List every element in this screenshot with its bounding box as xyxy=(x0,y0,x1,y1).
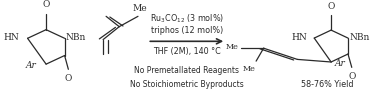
Text: Me: Me xyxy=(242,65,255,73)
Text: THF (2M), 140 °C: THF (2M), 140 °C xyxy=(153,47,221,56)
Text: Ru$_3$CO$_{12}$ (3 mol%): Ru$_3$CO$_{12}$ (3 mol%) xyxy=(150,13,224,25)
Text: O: O xyxy=(327,2,335,11)
Text: Ar: Ar xyxy=(26,61,37,70)
Text: Ar: Ar xyxy=(335,59,345,68)
Text: O: O xyxy=(348,72,355,81)
Text: 58-76% Yield: 58-76% Yield xyxy=(301,80,354,89)
Text: HN: HN xyxy=(292,33,307,42)
Text: O: O xyxy=(42,0,50,9)
Text: Me: Me xyxy=(133,4,147,13)
Text: triphos (12 mol%): triphos (12 mol%) xyxy=(150,27,223,35)
Text: No Stoichiometric Byproducts: No Stoichiometric Byproducts xyxy=(130,80,243,89)
Text: NBn: NBn xyxy=(349,33,370,42)
Text: Me: Me xyxy=(226,43,239,51)
Text: O: O xyxy=(65,74,72,83)
Text: HN: HN xyxy=(3,33,19,42)
Text: NBn: NBn xyxy=(66,33,86,42)
Text: No Premetallated Reagents: No Premetallated Reagents xyxy=(134,66,239,75)
